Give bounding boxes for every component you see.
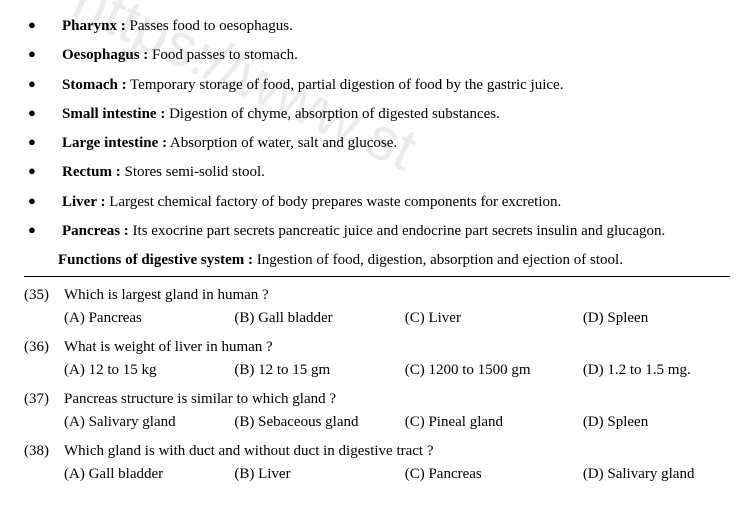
term: Rectum : <box>62 164 121 180</box>
bullet-item: ● Oesophagus : Food passes to stomach. <box>24 45 730 65</box>
options-row: (A) Salivary gland (B) Sebaceous gland (… <box>64 414 730 431</box>
desc: Temporary storage of food, partial diges… <box>127 77 564 93</box>
term: Pancreas : <box>62 223 129 239</box>
desc: Food passes to stomach. <box>148 47 298 63</box>
term: Large intestine : <box>62 135 167 151</box>
option-b: (B) 12 to 15 gm <box>234 362 404 379</box>
option-d: (D) 1.2 to 1.5 mg. <box>583 362 730 379</box>
desc: Its exocrine part secrets pancreatic jui… <box>129 223 665 239</box>
question-number: (35) <box>24 287 64 304</box>
option-a: (A) 12 to 15 kg <box>64 362 234 379</box>
options-row: (A) 12 to 15 kg (B) 12 to 15 gm (C) 1200… <box>64 362 730 379</box>
bullet-item: ● Liver : Largest chemical factory of bo… <box>24 192 730 212</box>
bullet-marker: ● <box>24 16 62 34</box>
option-b: (B) Gall bladder <box>234 310 404 327</box>
question-number: (36) <box>24 339 64 356</box>
bullet-marker: ● <box>24 162 62 180</box>
option-b: (B) Sebaceous gland <box>234 414 404 431</box>
bullet-marker: ● <box>24 75 62 93</box>
bullet-marker: ● <box>24 192 62 210</box>
question-text: What is weight of liver in human ? <box>64 339 730 356</box>
bullet-text: Pancreas : Its exocrine part secrets pan… <box>62 221 730 241</box>
desc: Absorption of water, salt and glucose. <box>167 135 397 151</box>
term: Oesophagus : <box>62 47 148 63</box>
bullet-marker: ● <box>24 45 62 63</box>
bullet-text: Oesophagus : Food passes to stomach. <box>62 45 730 65</box>
option-a: (A) Salivary gland <box>64 414 234 431</box>
option-a: (A) Pancreas <box>64 310 234 327</box>
bullet-item: ● Rectum : Stores semi-solid stool. <box>24 162 730 182</box>
term: Stomach : <box>62 77 127 93</box>
bullet-text: Liver : Largest chemical factory of body… <box>62 192 730 212</box>
question-text: Which is largest gland in human ? <box>64 287 730 304</box>
bullet-text: Large intestine : Absorption of water, s… <box>62 133 730 153</box>
bullet-marker: ● <box>24 133 62 151</box>
question-block: (37) Pancreas structure is similar to wh… <box>24 391 730 431</box>
question-block: (35) Which is largest gland in human ? (… <box>24 287 730 327</box>
option-d: (D) Salivary gland <box>583 466 730 483</box>
functions-line: Functions of digestive system : Ingestio… <box>58 250 730 270</box>
question-number: (37) <box>24 391 64 408</box>
option-c: (C) 1200 to 1500 gm <box>405 362 583 379</box>
separator-line <box>24 276 730 277</box>
option-d: (D) Spleen <box>583 414 730 431</box>
question-block: (36) What is weight of liver in human ? … <box>24 339 730 379</box>
options-row: (A) Gall bladder (B) Liver (C) Pancreas … <box>64 466 730 483</box>
bullet-item: ● Small intestine : Digestion of chyme, … <box>24 104 730 124</box>
desc: Passes food to oesophagus. <box>126 18 293 34</box>
question-row: (35) Which is largest gland in human ? <box>24 287 730 304</box>
question-row: (36) What is weight of liver in human ? <box>24 339 730 356</box>
bullet-text: Small intestine : Digestion of chyme, ab… <box>62 104 730 124</box>
bullet-item: ● Large intestine : Absorption of water,… <box>24 133 730 153</box>
bullet-text: Stomach : Temporary storage of food, par… <box>62 75 730 95</box>
bullet-item: ● Pharynx : Passes food to oesophagus. <box>24 16 730 36</box>
question-block: (38) Which gland is with duct and withou… <box>24 443 730 483</box>
options-row: (A) Pancreas (B) Gall bladder (C) Liver … <box>64 310 730 327</box>
option-b: (B) Liver <box>234 466 404 483</box>
question-row: (37) Pancreas structure is similar to wh… <box>24 391 730 408</box>
question-text: Pancreas structure is similar to which g… <box>64 391 730 408</box>
term: Pharynx : <box>62 18 126 34</box>
question-text: Which gland is with duct and without duc… <box>64 443 730 460</box>
question-row: (38) Which gland is with duct and withou… <box>24 443 730 460</box>
desc: Digestion of chyme, absorption of digest… <box>165 106 500 122</box>
term: Small intestine : <box>62 106 165 122</box>
functions-desc: Ingestion of food, digestion, absorption… <box>253 252 623 268</box>
option-d: (D) Spleen <box>583 310 730 327</box>
bullet-marker: ● <box>24 104 62 122</box>
desc: Stores semi-solid stool. <box>121 164 265 180</box>
term: Liver : <box>62 194 105 210</box>
option-c: (C) Liver <box>405 310 583 327</box>
option-c: (C) Pancreas <box>405 466 583 483</box>
bullet-marker: ● <box>24 221 62 239</box>
question-number: (38) <box>24 443 64 460</box>
bullet-text: Rectum : Stores semi-solid stool. <box>62 162 730 182</box>
option-c: (C) Pineal gland <box>405 414 583 431</box>
page-content: ● Pharynx : Passes food to oesophagus. ●… <box>24 16 730 483</box>
bullet-item: ● Pancreas : Its exocrine part secrets p… <box>24 221 730 241</box>
option-a: (A) Gall bladder <box>64 466 234 483</box>
functions-term: Functions of digestive system : <box>58 252 253 268</box>
bullet-text: Pharynx : Passes food to oesophagus. <box>62 16 730 36</box>
desc: Largest chemical factory of body prepare… <box>105 194 561 210</box>
bullet-item: ● Stomach : Temporary storage of food, p… <box>24 75 730 95</box>
